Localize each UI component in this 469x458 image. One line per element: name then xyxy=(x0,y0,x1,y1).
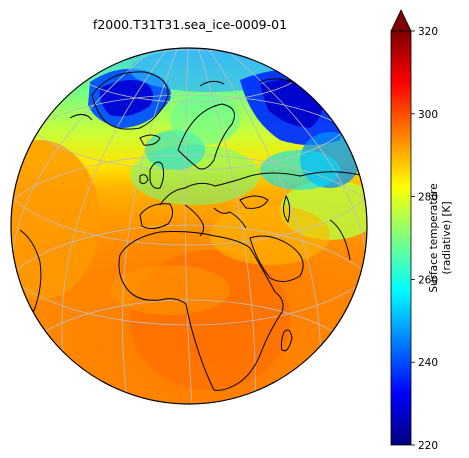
colorbar-scale xyxy=(390,30,412,446)
colorbar-label-line1: Surface temperature xyxy=(428,183,440,293)
globe-outline xyxy=(10,47,368,405)
colorbar-ticks: 220 240 260 280 300 320 xyxy=(411,26,438,452)
colorbar-tick-label: 280 xyxy=(418,192,438,204)
colorbar-label-line2: (radiative) [K] xyxy=(441,201,453,275)
colorbar-extend-arrow xyxy=(390,9,412,32)
colorbar-tick-label: 240 xyxy=(418,357,438,369)
colorbar-tick-label: 260 xyxy=(418,274,438,286)
colorbar-tick-label: 220 xyxy=(418,440,438,452)
map-title: f2000.T31T31.sea_ice-0009-01 xyxy=(92,17,288,32)
colorbar-tick-label: 320 xyxy=(418,26,438,38)
colorbar-tick-label: 300 xyxy=(418,109,438,121)
